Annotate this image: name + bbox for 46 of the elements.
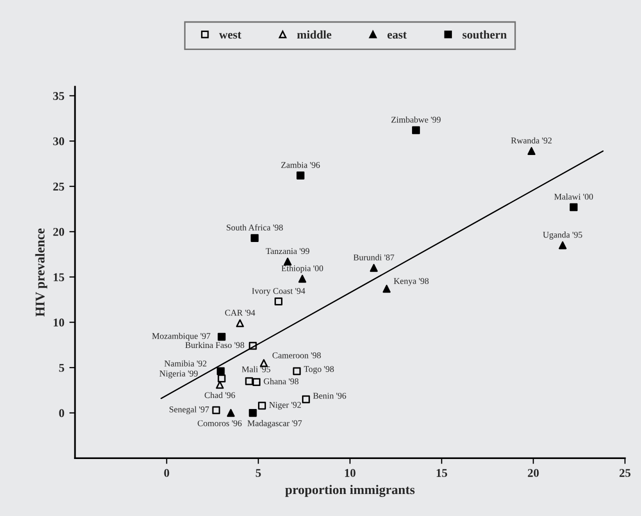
- annotation: Burundi '87: [353, 254, 394, 260]
- annotation: Chad '96: [204, 392, 236, 398]
- legend-label: east: [388, 32, 407, 39]
- annotation: Cameroon '98: [272, 352, 321, 358]
- y-tick-label: 10: [54, 318, 64, 326]
- annotation: Tanzania '99: [266, 248, 310, 254]
- y-tick-label: 0: [59, 409, 64, 418]
- annotation: Kenya '98: [394, 278, 429, 286]
- legend-label: southern: [462, 30, 507, 39]
- annotation: Ghana '98: [264, 378, 298, 384]
- annotation: Rwanda '92: [511, 137, 552, 144]
- annotation: Togo '98: [304, 366, 334, 374]
- annotation: Burkina Faso '98: [185, 342, 244, 348]
- y-tick-label: 20: [53, 228, 64, 236]
- x-tick-label: 25: [620, 469, 630, 477]
- annotation: Madagascar '97: [248, 420, 302, 428]
- legend-label: middle: [297, 30, 332, 39]
- y-tick-label: 15: [54, 273, 64, 282]
- annotation: Ivory Coast '94: [252, 288, 306, 296]
- annotation: Benin '96: [313, 392, 346, 399]
- annotation: Zimbabwe '99: [391, 116, 441, 123]
- annotation: Ethiopia '00: [281, 265, 324, 274]
- y-tick-label: 25: [53, 182, 64, 191]
- x-tick-label: 0: [164, 468, 170, 477]
- annotation: CAR '94: [225, 310, 256, 316]
- annotation: South Africa '98: [226, 224, 283, 230]
- y-axis-title: HIV prevalence: [35, 228, 48, 317]
- annotation: Uganda '95: [542, 232, 582, 240]
- y-tick-label: 30: [53, 137, 64, 146]
- x-tick-label: 5: [256, 469, 261, 477]
- annotation: Mali '95: [242, 366, 270, 372]
- x-tick-label: 15: [436, 469, 448, 477]
- legend-label: west: [219, 32, 242, 39]
- annotation: Zambia '96: [281, 162, 320, 168]
- x-tick-label: 20: [528, 468, 539, 477]
- annotation: Mozambique '97: [152, 332, 210, 341]
- x-axis-title: proportion immigrants: [285, 484, 415, 497]
- y-tick-label: 35: [53, 92, 64, 100]
- y-tick-label: 5: [59, 364, 64, 372]
- annotation: Comoros '96: [198, 420, 242, 426]
- annotation: Senegal '97: [170, 406, 209, 414]
- annotation: Namibia '92: [164, 360, 206, 366]
- annotation: Malawi '00: [554, 194, 593, 200]
- x-tick-label: 10: [345, 468, 356, 477]
- annotation: Niger '92: [269, 402, 301, 410]
- annotation: Nigeria '99: [160, 370, 198, 378]
